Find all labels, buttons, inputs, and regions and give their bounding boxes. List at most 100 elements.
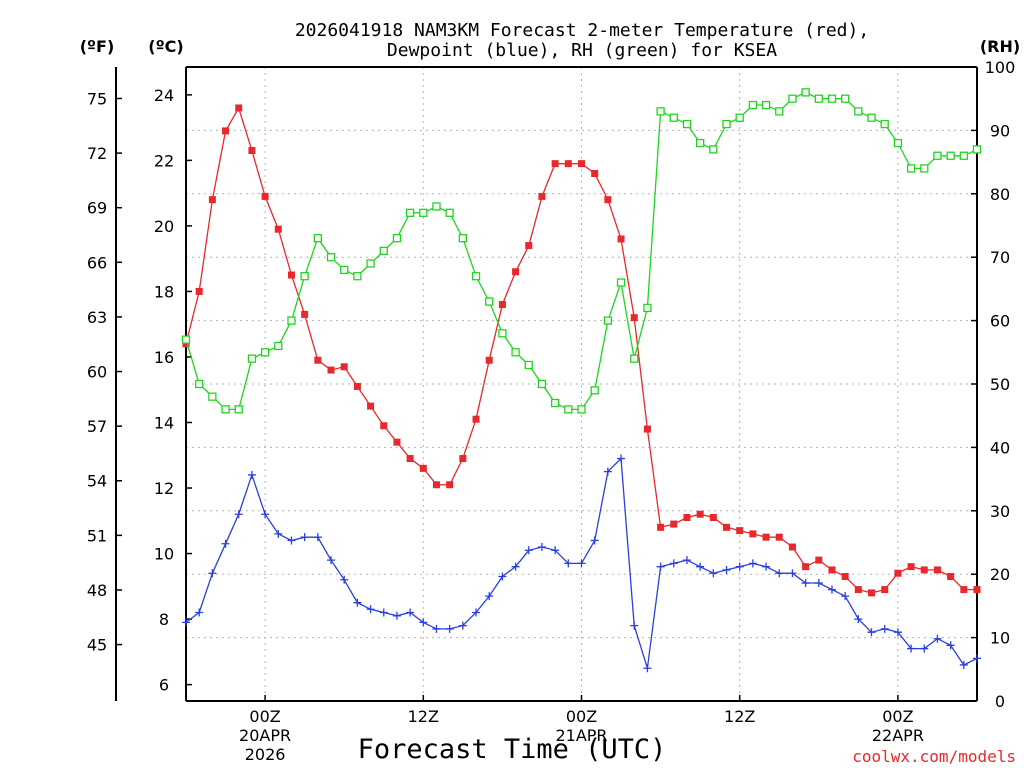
celsius-tick-label: 20	[154, 217, 174, 236]
celsius-tick-label: 16	[154, 348, 174, 367]
data-point	[814, 579, 823, 588]
data-point	[867, 628, 876, 637]
data-point	[525, 242, 533, 250]
data-point	[512, 268, 520, 276]
data-point	[630, 621, 639, 630]
data-point	[445, 624, 454, 633]
data-point	[578, 160, 585, 168]
data-point	[657, 523, 665, 531]
data-point	[458, 234, 468, 243]
fahrenheit-tick-label: 75	[87, 89, 107, 108]
data-point	[814, 94, 823, 103]
series-2-meter-temperature	[182, 104, 981, 597]
data-point	[801, 579, 810, 588]
data-point	[801, 88, 810, 97]
data-point	[353, 382, 361, 390]
data-point	[696, 510, 704, 518]
data-point	[748, 100, 758, 110]
data-point	[353, 598, 362, 607]
rh-tick-label: 100	[985, 58, 1016, 77]
data-point	[827, 585, 836, 594]
rh-tick-label: 30	[990, 502, 1010, 521]
data-point	[182, 618, 190, 627]
data-point	[630, 354, 639, 363]
data-point	[973, 654, 981, 663]
data-point	[221, 539, 230, 548]
data-point	[775, 569, 784, 578]
data-point	[274, 341, 283, 351]
x-tick-date-label: 21APR	[555, 726, 607, 745]
data-point	[326, 253, 336, 262]
data-point	[195, 608, 204, 617]
data-point	[946, 151, 955, 160]
data-point	[340, 265, 349, 275]
chart-title-line-2: Dewpoint (blue), RH (green) for KSEA	[387, 40, 777, 61]
data-point	[748, 559, 757, 568]
fahrenheit-tick-label: 51	[87, 526, 107, 545]
data-point	[762, 562, 771, 571]
data-point	[603, 467, 612, 476]
data-point	[617, 235, 625, 243]
rh-axis-unit: (RH)	[980, 37, 1020, 56]
x-tick-date-label: 22APR	[872, 726, 924, 745]
data-point	[432, 481, 440, 489]
rh-tick-label: 70	[990, 248, 1010, 267]
data-point	[393, 438, 401, 446]
data-point	[920, 566, 928, 574]
data-point	[893, 628, 902, 637]
data-point	[709, 145, 718, 154]
data-point	[287, 536, 296, 545]
data-point	[709, 514, 717, 522]
data-point	[972, 145, 982, 154]
data-point	[511, 348, 520, 357]
data-point	[590, 536, 599, 545]
data-point	[854, 615, 863, 624]
data-point	[696, 138, 705, 148]
rh-tick-label: 50	[990, 375, 1010, 394]
rh-tick-label: 80	[990, 185, 1010, 204]
data-point	[208, 569, 217, 578]
data-point	[683, 514, 691, 522]
x-tick-label: 00Z	[249, 707, 280, 726]
data-point	[485, 297, 494, 306]
data-point	[960, 586, 968, 594]
data-point	[959, 151, 968, 160]
data-point	[867, 113, 876, 122]
data-point	[498, 572, 507, 581]
data-point	[564, 559, 573, 568]
rh-tick-label: 60	[990, 312, 1010, 331]
data-point	[195, 287, 203, 295]
data-point	[788, 543, 796, 551]
data-point	[656, 562, 665, 571]
fahrenheit-tick-label: 72	[87, 144, 107, 163]
celsius-tick-label: 8	[159, 610, 169, 629]
data-point	[419, 464, 427, 472]
axis-tick-labels: 7572696663605754514845242220181614121086…	[87, 58, 1015, 764]
data-point	[313, 234, 322, 243]
x-tick-year-label: 2026	[245, 745, 286, 764]
data-point	[947, 572, 955, 580]
data-point	[828, 566, 836, 574]
data-point	[762, 533, 770, 541]
data-point	[446, 481, 454, 489]
data-point	[841, 592, 850, 601]
celsius-tick-label: 18	[154, 282, 174, 301]
data-point	[524, 546, 533, 555]
data-point	[841, 94, 850, 103]
x-tick-date-label: 20APR	[239, 726, 291, 745]
data-point	[551, 546, 560, 555]
data-point	[247, 470, 256, 479]
celsius-tick-label: 24	[154, 86, 174, 105]
celsius-axis-unit: (ºC)	[148, 37, 183, 56]
celsius-tick-label: 6	[159, 676, 169, 695]
data-point	[274, 225, 282, 233]
data-point	[432, 202, 441, 211]
data-point	[682, 556, 691, 565]
data-point	[973, 586, 981, 594]
data-point	[392, 611, 401, 620]
data-point	[182, 340, 190, 348]
data-point	[933, 634, 942, 643]
data-point	[959, 660, 968, 669]
data-point	[788, 94, 797, 103]
